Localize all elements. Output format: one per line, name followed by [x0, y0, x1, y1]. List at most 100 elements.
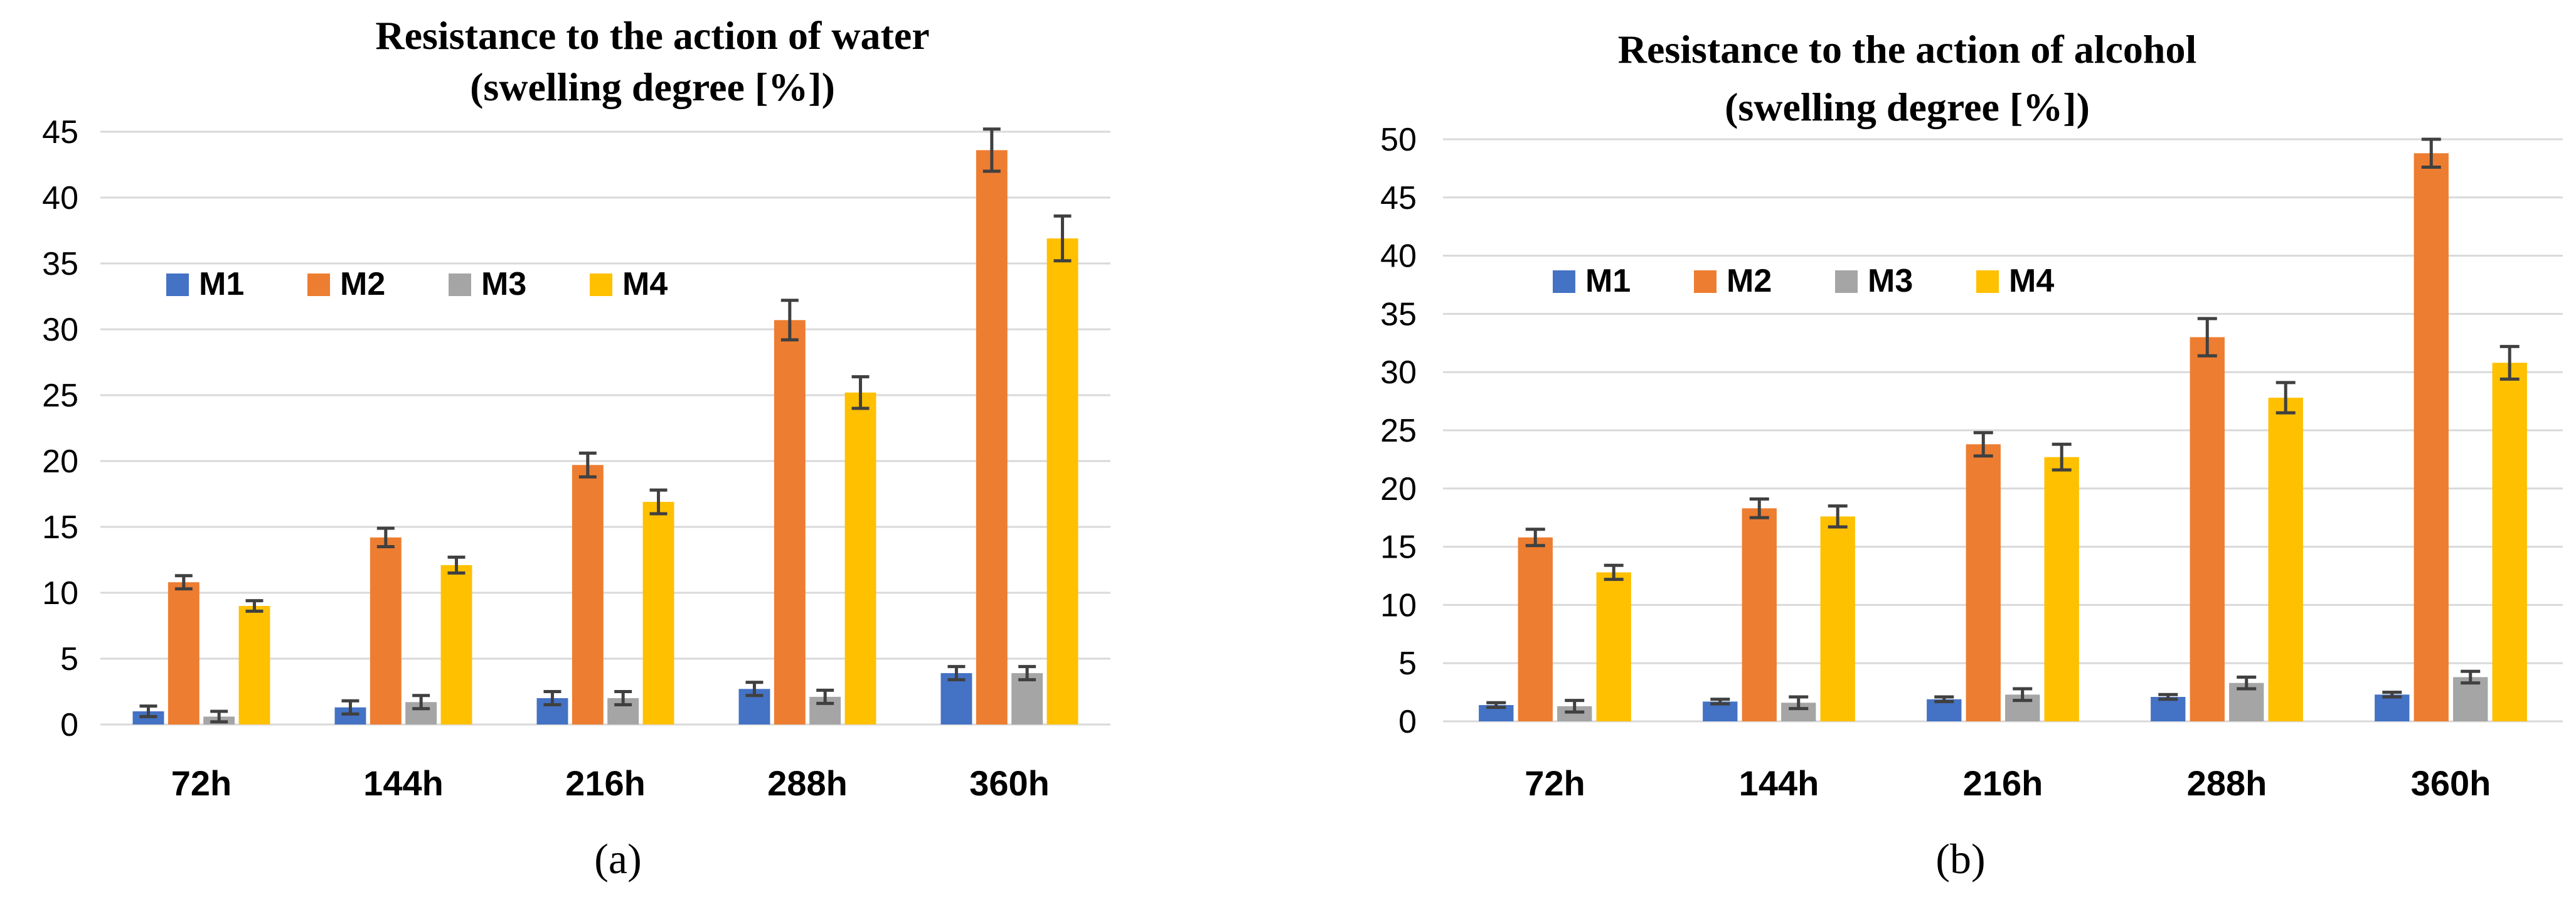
chart-b-bar-m2-288h: [2190, 337, 2225, 721]
chart-b-x-axis: 72h 144h 216h 288h 360h: [1525, 763, 2491, 803]
chart-a-legend-label-m2: M2: [340, 266, 385, 302]
chart-b-title-line-1: Resistance to the action of alcohol: [1618, 27, 2197, 72]
chart-a-errorbar-m4-360h: [1053, 214, 1072, 263]
chart-b-legend-label-m4: M4: [2009, 263, 2054, 299]
chart-a-legend-label-m3: M3: [481, 266, 526, 302]
chart-a-y-tick-label: 30: [42, 312, 78, 348]
chart-a-errorbar-m1-72h: [139, 704, 157, 718]
chart-a-caption: (a): [594, 835, 641, 883]
chart-a-x-axis: 72h 144h 216h 288h 360h: [171, 763, 1050, 803]
chart-b-legend-label-m3: M3: [1868, 263, 1913, 299]
chart-b-title-line-2: (swelling degree [%]): [1725, 85, 2090, 129]
chart-b-errorbar-m4-288h: [2275, 381, 2296, 415]
chart-a-errorbar-m1-216h: [543, 690, 562, 706]
chart-a-legend-swatch-m2: [307, 273, 330, 296]
chart-a-y-tick-label: 10: [42, 575, 78, 612]
chart-a-errorbar-m2-360h: [982, 127, 1001, 173]
chart-a: Resistance to the action of water (swell…: [42, 13, 1110, 883]
chart-b: Resistance to the action of alcohol (swe…: [1380, 27, 2563, 883]
chart-b-errorbar-m1-72h: [1486, 701, 1506, 709]
chart-b-legend-swatch-m1: [1553, 270, 1575, 293]
chart-a-legend: M1 M2 M3 M4: [166, 266, 668, 302]
chart-b-y-tick-label: 10: [1380, 587, 1417, 624]
chart-b-y-tick-label: 30: [1380, 354, 1417, 391]
chart-a-x-tick-label: 360h: [969, 763, 1050, 803]
chart-a-x-tick-label: 216h: [565, 763, 646, 803]
chart-a-errorbar-m1-360h: [947, 665, 966, 682]
chart-b-y-axis: 0 5 10 15 20 25 30 35 40 45 50: [1380, 122, 1417, 740]
chart-b-bar-m4-360h: [2492, 363, 2527, 721]
chart-b-errorbar-m2-72h: [1525, 528, 1545, 548]
chart-b-errorbar-m4-144h: [1828, 504, 1848, 529]
chart-b-x-tick-label: 360h: [2411, 763, 2491, 803]
chart-b-errorbar-m1-144h: [1710, 698, 1730, 706]
chart-a-title-line-1: Resistance to the action of water: [375, 13, 929, 58]
chart-a-x-tick-label: 288h: [767, 763, 848, 803]
chart-b-errorbar-m2-144h: [1749, 497, 1769, 519]
chart-b-bar-m2-360h: [2414, 153, 2449, 722]
chart-b-errorbar-m3-216h: [2013, 687, 2033, 703]
chart-b-bar-m1-288h: [2151, 697, 2186, 721]
chart-a-x-tick-label: 72h: [171, 763, 232, 803]
chart-b-bar-m4-216h: [2044, 457, 2079, 721]
chart-a-bar-m4-288h: [844, 392, 876, 724]
chart-a-errorbar-m2-216h: [578, 451, 597, 479]
chart-b-bar-m4-288h: [2268, 398, 2303, 721]
chart-a-bar-m2-216h: [572, 465, 604, 724]
chart-a-y-tick-label: 40: [42, 180, 78, 216]
chart-b-errorbar-m4-72h: [1604, 563, 1624, 581]
chart-b-y-tick-label: 0: [1398, 704, 1417, 740]
chart-b-legend-swatch-m4: [1976, 270, 1999, 293]
chart-b-bar-m1-360h: [2375, 694, 2410, 721]
chart-b-y-tick-label: 15: [1380, 529, 1417, 566]
chart-a-bar-m1-360h: [940, 673, 972, 724]
chart-a-bars: [132, 127, 1078, 725]
chart-a-y-tick-label: 0: [60, 707, 78, 743]
chart-a-legend-label-m4: M4: [622, 266, 668, 302]
chart-a-errorbar-m3-288h: [816, 688, 834, 705]
chart-a-legend-swatch-m1: [166, 273, 189, 296]
chart-a-y-tick-label: 35: [42, 246, 78, 282]
chart-b-bar-m4-72h: [1596, 572, 1631, 721]
chart-b-errorbar-m4-216h: [2052, 442, 2072, 472]
chart-a-legend-swatch-m4: [590, 273, 612, 296]
chart-a-title-line-2: (swelling degree [%]): [470, 65, 835, 109]
chart-a-bar-m4-72h: [238, 606, 270, 724]
chart-b-errorbar-m3-360h: [2461, 669, 2481, 685]
chart-a-errorbar-m4-216h: [649, 488, 668, 516]
chart-b-bar-m2-72h: [1518, 537, 1553, 721]
chart-a-bar-m2-360h: [976, 150, 1008, 724]
chart-b-x-tick-label: 216h: [1963, 763, 2043, 803]
chart-b-errorbar-m3-144h: [1789, 695, 1809, 711]
chart-b-y-tick-label: 5: [1398, 645, 1417, 682]
chart-b-legend-swatch-m2: [1694, 270, 1716, 293]
chart-a-bar-m4-216h: [642, 502, 674, 724]
chart-a-errorbar-m3-360h: [1018, 665, 1036, 682]
chart-a-errorbar-m4-288h: [851, 375, 870, 410]
chart-a-errorbar-m2-288h: [780, 299, 799, 342]
chart-b-bar-m2-216h: [1966, 444, 2001, 721]
chart-b-errorbar-m4-360h: [2499, 344, 2520, 381]
chart-b-errorbar-m3-72h: [1565, 699, 1585, 714]
chart-a-errorbar-m1-144h: [341, 699, 359, 716]
chart-b-y-tick-label: 40: [1380, 238, 1417, 275]
chart-a-legend-label-m1: M1: [199, 266, 244, 302]
chart-b-errorbar-m1-216h: [1934, 695, 1954, 703]
chart-a-errorbar-m2-72h: [174, 574, 193, 591]
chart-b-bars: [1479, 137, 2527, 722]
chart-a-errorbar-m3-72h: [210, 709, 228, 724]
chart-b-bar-m4-144h: [1820, 516, 1855, 721]
chart-b-y-tick-label: 50: [1380, 122, 1417, 158]
chart-b-caption: (b): [1935, 835, 1985, 883]
chart-a-errorbar-m3-216h: [614, 690, 632, 706]
chart-b-legend: M1 M2 M3 M4: [1553, 263, 2054, 299]
chart-a-bar-m4-360h: [1046, 238, 1078, 725]
chart-b-x-tick-label: 288h: [2187, 763, 2267, 803]
chart-b-errorbar-m2-216h: [1973, 431, 1993, 458]
chart-b-legend-label-m1: M1: [1585, 263, 1631, 299]
chart-a-bar-m3-360h: [1011, 673, 1043, 724]
chart-a-y-tick-label: 20: [42, 443, 78, 480]
chart-b-legend-swatch-m3: [1835, 270, 1858, 293]
chart-a-bar-m2-288h: [774, 320, 806, 724]
